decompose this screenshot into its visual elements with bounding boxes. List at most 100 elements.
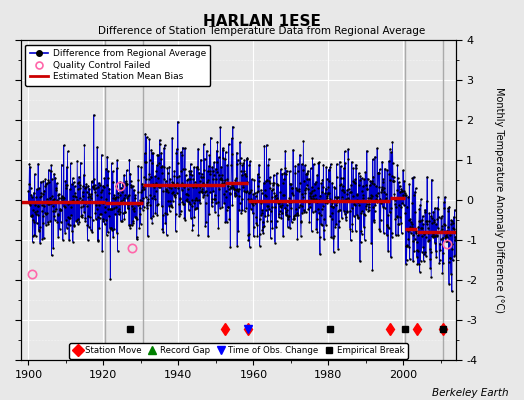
Point xyxy=(84,213,92,219)
Point xyxy=(214,225,223,232)
Point xyxy=(60,194,69,201)
Point xyxy=(121,209,129,216)
Point xyxy=(358,188,367,194)
Point xyxy=(149,213,158,219)
Point xyxy=(442,237,451,244)
Point xyxy=(114,190,122,196)
Point xyxy=(93,192,101,198)
Point xyxy=(233,242,242,249)
Point xyxy=(426,265,434,272)
Point xyxy=(52,185,60,192)
Point xyxy=(443,234,452,240)
Point xyxy=(106,225,115,231)
Point xyxy=(351,180,359,186)
Point xyxy=(430,239,439,246)
Point xyxy=(95,202,103,208)
Point xyxy=(238,172,246,178)
Point xyxy=(443,230,451,236)
Point xyxy=(174,201,183,207)
Point xyxy=(411,209,419,215)
Point xyxy=(445,255,454,261)
Point xyxy=(160,176,169,182)
Point xyxy=(148,150,157,156)
Point xyxy=(254,171,262,178)
Point xyxy=(211,196,220,202)
Point xyxy=(115,200,123,207)
Point xyxy=(214,212,222,218)
Point xyxy=(285,212,293,219)
Point xyxy=(436,235,445,242)
Point xyxy=(291,206,300,212)
Point xyxy=(293,198,301,204)
Point xyxy=(65,200,73,206)
Point xyxy=(224,204,232,211)
Point xyxy=(190,214,199,220)
Point xyxy=(189,176,198,183)
Point xyxy=(281,208,290,215)
Point xyxy=(135,224,144,231)
Point xyxy=(324,166,333,173)
Point xyxy=(352,165,361,172)
Point xyxy=(412,228,420,234)
Point xyxy=(239,160,248,167)
Point xyxy=(25,160,34,167)
Point xyxy=(237,196,246,202)
Point xyxy=(38,236,47,242)
Point xyxy=(148,220,156,226)
Point xyxy=(314,197,323,204)
Point xyxy=(141,158,149,165)
Point xyxy=(39,178,47,184)
Point xyxy=(248,200,256,206)
Point xyxy=(287,218,296,225)
Point xyxy=(257,190,266,196)
Point xyxy=(379,176,388,182)
Point xyxy=(226,244,234,250)
Point xyxy=(380,189,388,196)
Point xyxy=(210,196,219,202)
Point xyxy=(286,225,294,231)
Point xyxy=(441,234,449,240)
Point xyxy=(74,179,83,186)
Point xyxy=(383,232,391,238)
Point xyxy=(279,180,287,186)
Point xyxy=(298,209,307,216)
Point xyxy=(208,164,216,170)
Point xyxy=(220,180,228,186)
Point xyxy=(162,188,170,194)
Point xyxy=(256,231,264,237)
Point xyxy=(371,154,379,160)
Point xyxy=(58,198,67,204)
Point xyxy=(383,167,391,174)
Point xyxy=(255,174,263,180)
Point xyxy=(334,245,342,252)
Point xyxy=(178,180,187,187)
Point xyxy=(165,163,173,170)
Point xyxy=(170,173,178,179)
Point xyxy=(363,186,372,192)
Point xyxy=(378,158,386,165)
Point xyxy=(86,198,94,204)
Point xyxy=(135,201,143,208)
Point xyxy=(354,215,362,222)
Point xyxy=(424,238,432,244)
Point xyxy=(406,224,414,230)
Point xyxy=(98,248,106,254)
Point xyxy=(427,274,435,280)
Point xyxy=(137,198,146,205)
Point xyxy=(315,234,324,240)
Point xyxy=(267,208,276,215)
Point xyxy=(389,178,398,184)
Point xyxy=(77,204,85,210)
Point xyxy=(342,209,351,216)
Point xyxy=(431,233,440,239)
Point xyxy=(300,207,308,214)
Point xyxy=(127,200,136,207)
Point xyxy=(308,228,316,234)
Point xyxy=(259,180,268,186)
Point xyxy=(175,173,183,179)
Point xyxy=(287,181,296,187)
Point xyxy=(386,209,394,215)
Point xyxy=(163,211,171,217)
Point xyxy=(265,178,273,185)
Point xyxy=(276,208,284,214)
